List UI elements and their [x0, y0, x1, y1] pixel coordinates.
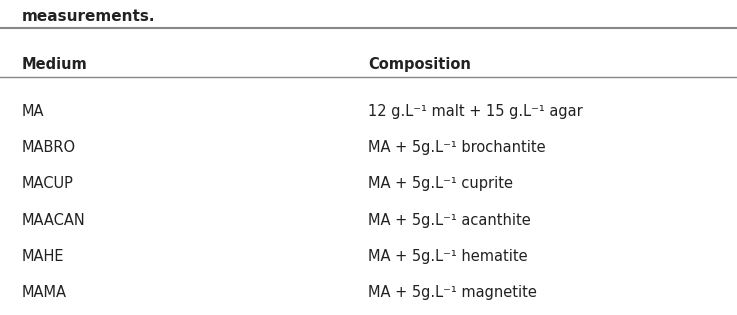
Text: Composition: Composition — [368, 57, 472, 72]
Text: MAACAN: MAACAN — [22, 213, 85, 228]
Text: measurements.: measurements. — [22, 9, 156, 25]
Text: MA + 5g.L⁻¹ hematite: MA + 5g.L⁻¹ hematite — [368, 249, 528, 264]
Text: 12 g.L⁻¹ malt + 15 g.L⁻¹ agar: 12 g.L⁻¹ malt + 15 g.L⁻¹ agar — [368, 104, 583, 119]
Text: Medium: Medium — [22, 57, 88, 72]
Text: MA + 5g.L⁻¹ cuprite: MA + 5g.L⁻¹ cuprite — [368, 176, 514, 192]
Text: MA + 5g.L⁻¹ magnetite: MA + 5g.L⁻¹ magnetite — [368, 285, 537, 300]
Text: MACUP: MACUP — [22, 176, 74, 192]
Text: MABRO: MABRO — [22, 140, 76, 155]
Text: MAMA: MAMA — [22, 285, 67, 300]
Text: MA + 5g.L⁻¹ brochantite: MA + 5g.L⁻¹ brochantite — [368, 140, 546, 155]
Text: MA: MA — [22, 104, 45, 119]
Text: MA + 5g.L⁻¹ acanthite: MA + 5g.L⁻¹ acanthite — [368, 213, 531, 228]
Text: MAHE: MAHE — [22, 249, 65, 264]
